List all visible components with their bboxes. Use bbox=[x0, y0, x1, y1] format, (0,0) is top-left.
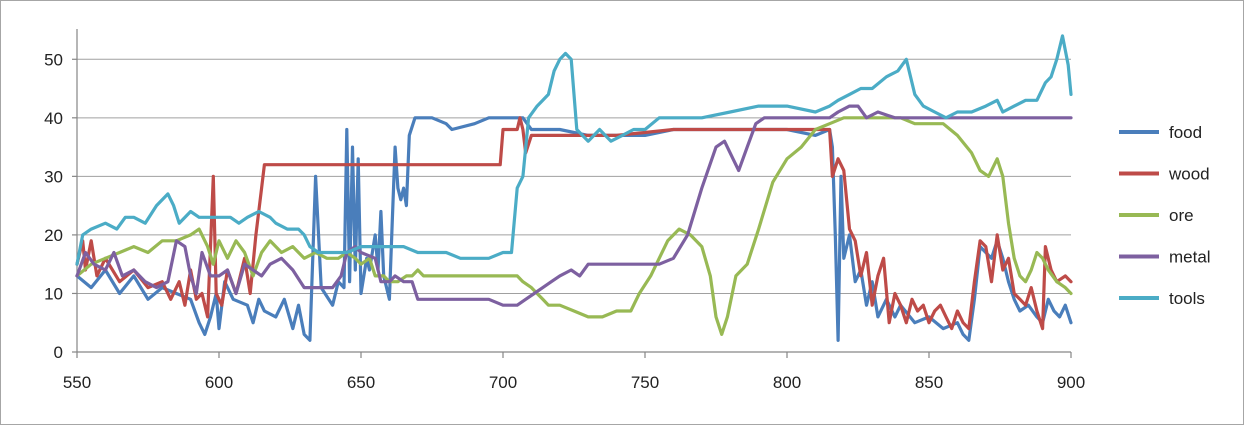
y-tick-label: 20 bbox=[44, 226, 63, 245]
series-line-ore bbox=[75, 116, 1073, 336]
series-line-food bbox=[75, 116, 1073, 342]
axes: 0 10 20 30 40 50 550 600 650 700 750 800 850 900 bbox=[44, 29, 1085, 392]
legend-label-food: food bbox=[1169, 123, 1202, 142]
x-tick-label: 550 bbox=[63, 373, 91, 392]
legend-label-tools: tools bbox=[1169, 289, 1205, 308]
legend-label-metal: metal bbox=[1169, 248, 1211, 267]
y-tick-label: 10 bbox=[44, 284, 63, 303]
y-tick-label: 40 bbox=[44, 109, 63, 128]
series-line-wood bbox=[75, 116, 1073, 331]
x-tick-label: 700 bbox=[489, 373, 517, 392]
y-tick-label: 30 bbox=[44, 167, 63, 186]
y-tick-label: 0 bbox=[54, 343, 63, 362]
x-tick-label: 900 bbox=[1057, 373, 1085, 392]
y-tick-label: 50 bbox=[44, 50, 63, 69]
x-tick-label: 600 bbox=[205, 373, 233, 392]
x-tick-label: 750 bbox=[631, 373, 659, 392]
legend: food wood ore metal tools bbox=[1119, 123, 1211, 308]
series-line-metal bbox=[75, 104, 1073, 307]
x-tick-label: 800 bbox=[773, 373, 801, 392]
x-tick-label: 650 bbox=[347, 373, 375, 392]
legend-label-ore: ore bbox=[1169, 206, 1194, 225]
legend-label-wood: wood bbox=[1168, 165, 1210, 184]
series-lines bbox=[75, 34, 1073, 342]
x-tick-label: 850 bbox=[915, 373, 943, 392]
series-line-tools bbox=[75, 34, 1073, 266]
